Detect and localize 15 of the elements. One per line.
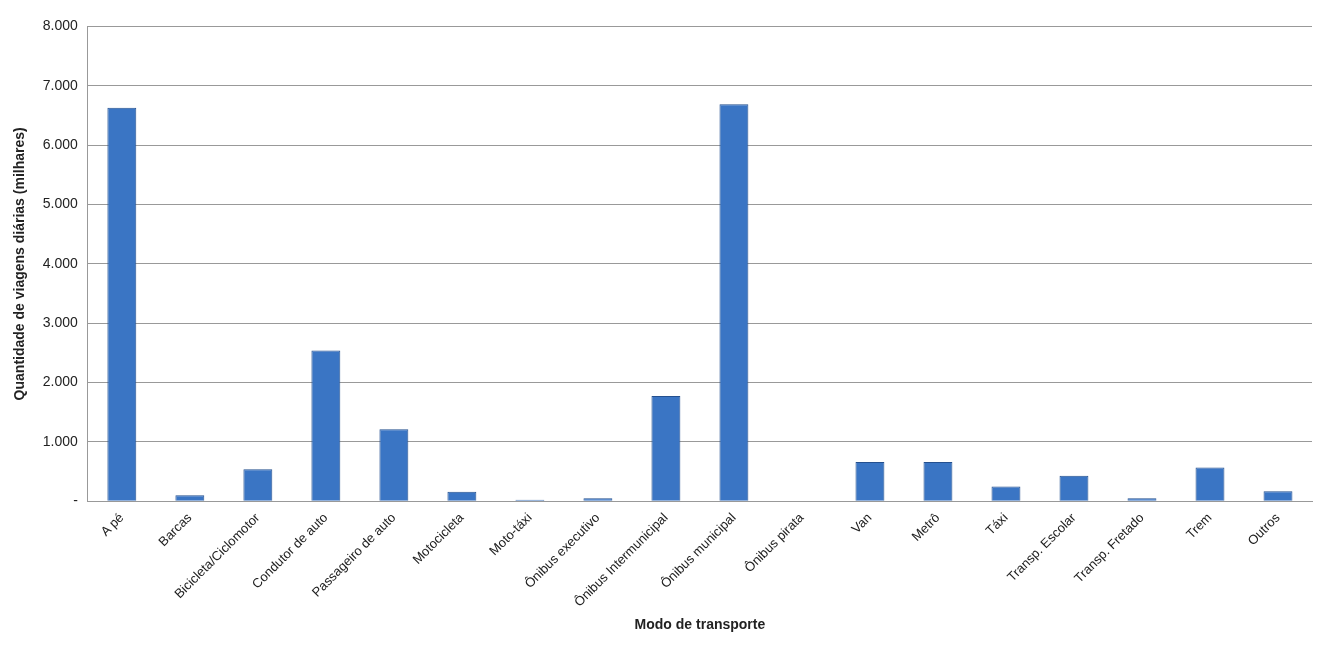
y-tick-label: - bbox=[73, 492, 79, 509]
y-tick-label: 1.000 bbox=[42, 432, 79, 449]
x-tick-label: Trem bbox=[1182, 509, 1215, 542]
y-tick-label: 4.000 bbox=[42, 254, 79, 271]
y-tick-label: 8.000 bbox=[42, 17, 79, 34]
x-tick-label: Van bbox=[848, 509, 875, 537]
y-tick-label: 7.000 bbox=[42, 76, 79, 93]
y-tick-label: 6.000 bbox=[42, 135, 79, 152]
x-tick-label: Táxi bbox=[982, 509, 1011, 538]
y-axis-title: Quantidade de viagens diárias (milhares) bbox=[11, 127, 28, 401]
y-tick-label: 5.000 bbox=[42, 195, 79, 212]
y-tick-label: 2.000 bbox=[42, 373, 79, 390]
x-axis-title: Modo de transporte bbox=[634, 616, 766, 633]
x-tick-label: A pé bbox=[97, 509, 127, 539]
y-tick-label: 3.000 bbox=[42, 314, 79, 331]
